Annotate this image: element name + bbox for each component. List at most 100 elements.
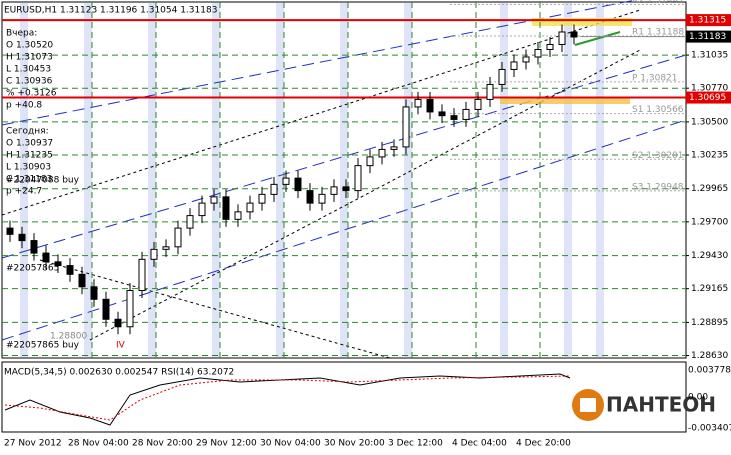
x-tick-label: 4 Dec 20:00 xyxy=(516,439,571,449)
resistance-zone xyxy=(532,18,632,26)
chart-title: EURUSD,H1 1.31123 1.31196 1.31054 1.3118… xyxy=(4,6,217,16)
info-yesterday: L 1.30453 xyxy=(6,65,51,75)
info-yesterday: C 1.30936 xyxy=(6,77,53,87)
y-tick-label: 1.31035 xyxy=(691,51,728,61)
info-yesterday: Вчера: xyxy=(6,29,37,39)
candle-body xyxy=(30,240,38,254)
candle-body xyxy=(510,61,518,70)
y-tick-label: 1.29965 xyxy=(691,184,728,194)
low-label: 1.28800 xyxy=(50,332,87,342)
info-today: p +24.7 xyxy=(6,187,42,197)
level-box xyxy=(686,14,731,27)
candle-body xyxy=(294,177,302,192)
candle-body xyxy=(174,227,182,248)
logo-text: ПАНТЕОН xyxy=(606,393,716,417)
candle-body xyxy=(222,196,230,220)
channel-lines xyxy=(1,0,687,341)
x-tick-label: 30 Nov 20:00 xyxy=(324,439,385,449)
candle-body xyxy=(366,156,374,167)
candle-body xyxy=(330,186,338,195)
candle-body xyxy=(570,31,578,38)
candle-body xyxy=(210,196,218,204)
x-tick-label: 3 Dec 12:00 xyxy=(388,439,443,449)
info-yesterday: O 1.30520 xyxy=(6,41,53,51)
x-tick-label: 30 Nov 04:00 xyxy=(260,439,321,449)
candle-body xyxy=(462,108,470,120)
level-label: 1.31315 xyxy=(689,16,726,26)
candle-body xyxy=(258,193,266,204)
indicator-lines xyxy=(4,373,571,426)
candle-body xyxy=(114,318,122,328)
candle-body xyxy=(150,248,158,260)
candle-body xyxy=(378,148,386,158)
candle-body xyxy=(162,246,170,250)
candle-body xyxy=(18,233,26,242)
candle-body xyxy=(138,258,146,292)
y-tick-label: 1.29700 xyxy=(691,217,728,227)
candle-body xyxy=(390,146,398,150)
pivot-label: P 1.30821 xyxy=(632,73,678,83)
candle-body xyxy=(426,98,434,113)
candle-body xyxy=(186,215,194,229)
y-tick-label: 1.30235 xyxy=(691,151,728,161)
candle-body xyxy=(486,83,494,100)
current-price-label: 1.31183 xyxy=(689,32,726,42)
session-bands xyxy=(20,3,604,357)
x-tick-label: 29 Nov 12:00 xyxy=(196,439,257,449)
level-box xyxy=(686,91,731,104)
indicator-title: MACD(5,34,5) 0.002630 0.002547 RSI(14) 6… xyxy=(4,368,234,378)
y-tick-label: 1.29430 xyxy=(691,251,728,261)
info-today: H 1.31235 xyxy=(6,151,53,161)
indicator-frame xyxy=(1,361,687,433)
info-today: Сегодня: xyxy=(6,127,49,137)
candle-body xyxy=(126,290,134,328)
candle-body xyxy=(282,177,290,185)
indicator-tick: 0.003778 xyxy=(688,366,731,376)
support-zone xyxy=(500,98,630,104)
candle-body xyxy=(450,115,458,120)
y-tick-label: 1.30500 xyxy=(691,117,728,127)
candle-body xyxy=(522,56,530,63)
candle-body xyxy=(66,265,74,275)
logo xyxy=(572,389,604,421)
info-yesterday: % +0.3126 xyxy=(6,89,57,99)
x-tick-label: 28 Nov 20:00 xyxy=(132,439,193,449)
y-tick-label: 1.29165 xyxy=(691,284,728,294)
projection xyxy=(574,31,621,46)
candle-body xyxy=(558,31,566,45)
candle-body xyxy=(354,165,362,192)
pivot-label: R1 1.31188 xyxy=(632,27,684,37)
candle-body xyxy=(318,193,326,204)
x-tick-label: 28 Nov 04:00 xyxy=(68,439,129,449)
indicator-tick: 0.00 xyxy=(688,393,708,403)
candle-body xyxy=(102,298,110,320)
candle-body xyxy=(306,190,314,204)
x-tick-label: 27 Nov 2012 xyxy=(4,439,62,449)
x-tick-label: 4 Dec 04:00 xyxy=(452,439,507,449)
candle-body xyxy=(414,98,422,108)
y-tick-label: 1.30770 xyxy=(691,84,728,94)
candle-body xyxy=(438,111,446,117)
info-yesterday: p +40.8 xyxy=(6,101,42,111)
candle-body xyxy=(198,202,206,217)
info-yesterday: H 1.31073 xyxy=(6,53,53,63)
y-tick-label: 1.28895 xyxy=(691,318,728,328)
candle-body xyxy=(6,227,14,235)
candle-body xyxy=(246,202,254,213)
candle-body xyxy=(78,273,86,288)
pivot-label: R2 1.31441 xyxy=(632,0,684,6)
pivot-label: S3 1.29948 xyxy=(632,182,684,192)
pivot-label: S1 1.30566 xyxy=(632,105,684,115)
main-frame xyxy=(1,1,687,359)
current-price-box xyxy=(686,30,731,43)
candle-body xyxy=(54,261,62,267)
wave-label: IV xyxy=(116,341,126,351)
level-label: 1.30695 xyxy=(689,93,726,103)
info-today: O 1.30937 xyxy=(6,139,53,149)
order-label: #22057865 buy xyxy=(6,341,80,351)
candle-body xyxy=(42,252,50,263)
candle-body xyxy=(402,106,410,148)
candle-body xyxy=(234,211,242,220)
